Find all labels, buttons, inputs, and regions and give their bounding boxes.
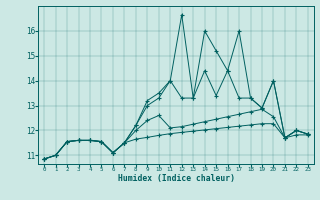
X-axis label: Humidex (Indice chaleur): Humidex (Indice chaleur) [117,174,235,183]
